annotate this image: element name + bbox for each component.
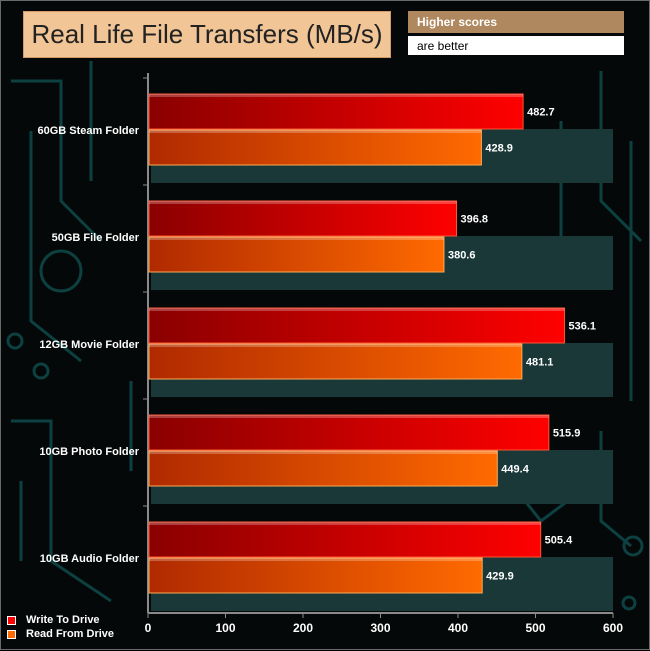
legend-item-read: Read From Drive <box>7 628 114 640</box>
bar-highlight <box>149 308 565 311</box>
data-label: 449.4 <box>501 464 529 476</box>
data-label: 396.8 <box>461 214 489 226</box>
bar-highlight <box>149 130 482 133</box>
bar-highlight <box>149 237 444 240</box>
bar-highlight <box>149 522 541 525</box>
category-label: 60GB Steam Folder <box>38 125 140 137</box>
bar-highlight <box>149 201 457 204</box>
bar-write <box>148 414 550 451</box>
data-label: 481.1 <box>526 357 554 369</box>
x-tick-label: 400 <box>448 621 468 635</box>
legend-label-write: Write To Drive <box>26 614 100 626</box>
legend-swatch-read <box>7 629 16 639</box>
bar-read <box>148 343 523 380</box>
note-are-better: are better <box>408 36 624 55</box>
note-higher-scores: Higher scores <box>408 11 624 33</box>
bar-highlight <box>149 344 522 347</box>
x-tick-label: 300 <box>370 621 390 635</box>
legend-label-read: Read From Drive <box>26 628 115 640</box>
bar-read <box>148 450 498 487</box>
data-label: 482.7 <box>527 107 555 119</box>
data-label: 380.6 <box>448 250 476 262</box>
data-label: 536.1 <box>568 321 596 333</box>
category-label: 12GB Movie Folder <box>39 339 139 351</box>
bar-write <box>148 307 565 344</box>
legend-item-write: Write To Drive <box>7 614 100 626</box>
category-label: 10GB Audio Folder <box>40 553 140 565</box>
bar-read <box>148 557 483 594</box>
category-label: 10GB Photo Folder <box>39 446 139 458</box>
x-tick-label: 600 <box>603 621 623 635</box>
data-label: 505.4 <box>545 535 573 547</box>
data-label: 429.9 <box>486 571 514 583</box>
bar-highlight <box>149 415 549 418</box>
bar-highlight <box>149 451 498 454</box>
category-label: 50GB File Folder <box>52 232 140 244</box>
x-tick-label: 100 <box>215 621 235 635</box>
bar-write <box>148 521 542 558</box>
bar-highlight <box>149 94 524 97</box>
bar-read <box>148 236 445 273</box>
bar-write <box>148 200 458 237</box>
x-tick-label: 0 <box>145 621 152 635</box>
bar-read <box>148 129 482 166</box>
data-label: 428.9 <box>485 143 513 155</box>
legend-swatch-write <box>7 615 16 625</box>
data-label: 515.9 <box>553 428 581 440</box>
bar-write <box>148 93 524 130</box>
x-tick-label: 200 <box>293 621 313 635</box>
x-tick-label: 500 <box>525 621 545 635</box>
chart-title: Real Life File Transfers (MB/s) <box>23 11 391 58</box>
bar-highlight <box>149 558 483 561</box>
